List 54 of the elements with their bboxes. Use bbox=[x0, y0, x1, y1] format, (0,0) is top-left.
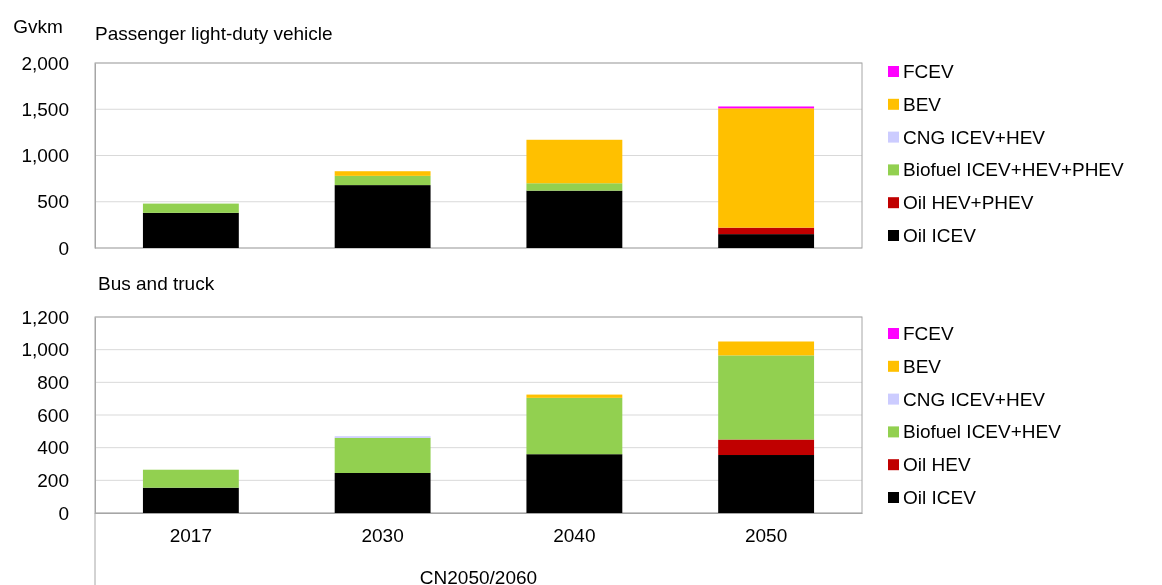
bar bbox=[526, 454, 623, 513]
y-tick-label: 500 bbox=[37, 191, 69, 213]
y-tick-label: 800 bbox=[37, 371, 69, 393]
legend-label: CNG ICEV+HEV bbox=[903, 126, 1046, 148]
bar bbox=[142, 212, 239, 248]
bar bbox=[718, 234, 815, 248]
x-axis-title: CN2050/2060 bbox=[419, 567, 538, 585]
legend-label: CNG ICEV+HEV bbox=[903, 388, 1046, 410]
bar bbox=[718, 108, 815, 228]
legend-label: FCEV bbox=[903, 61, 954, 82]
bar bbox=[718, 439, 815, 456]
legend-label: Oil ICEV bbox=[903, 225, 977, 246]
bar bbox=[526, 394, 623, 398]
legend-label: FCEV bbox=[903, 323, 954, 344]
bar bbox=[718, 355, 815, 440]
bar bbox=[334, 472, 431, 513]
y-tick-label: 1,000 bbox=[21, 145, 69, 167]
bar bbox=[718, 227, 815, 235]
bar bbox=[142, 487, 239, 513]
legend-label: BEV bbox=[903, 355, 942, 377]
bar bbox=[334, 437, 431, 473]
y-tick-label: 0 bbox=[58, 237, 69, 259]
y-axis-title: Gvkm bbox=[13, 16, 63, 37]
y-tick-label: 1,200 bbox=[21, 306, 69, 328]
legend-label: Oil HEV+PHEV bbox=[903, 192, 1034, 214]
legend-label: Oil ICEV bbox=[903, 487, 977, 508]
bar bbox=[334, 185, 431, 248]
bar bbox=[334, 171, 431, 176]
bar bbox=[526, 183, 623, 191]
y-tick-label: 400 bbox=[37, 437, 69, 459]
chart-title: Bus and truck bbox=[98, 273, 215, 294]
x-tick-label: 2030 bbox=[361, 525, 404, 547]
legend-label: Biofuel ICEV+HEV+PHEV bbox=[903, 159, 1125, 181]
y-tick-label: 2,000 bbox=[21, 52, 69, 74]
bar bbox=[142, 203, 239, 213]
y-tick-label: 0 bbox=[58, 502, 69, 524]
bar bbox=[334, 175, 431, 186]
bar bbox=[142, 469, 239, 488]
y-tick-label: 1,000 bbox=[21, 339, 69, 361]
bar bbox=[718, 455, 815, 513]
x-tick-label: 2050 bbox=[744, 525, 788, 547]
legend-label: Oil HEV bbox=[903, 454, 971, 476]
bar bbox=[718, 341, 815, 356]
y-tick-label: 200 bbox=[37, 469, 69, 491]
bar bbox=[526, 397, 623, 455]
y-tick-label: 1,500 bbox=[21, 98, 69, 120]
y-tick-label: 600 bbox=[37, 404, 69, 426]
legend-label: Biofuel ICEV+HEV bbox=[903, 421, 1062, 443]
x-tick-label: 2040 bbox=[553, 525, 596, 547]
x-tick-label: 2017 bbox=[169, 525, 213, 547]
legend-label: BEV bbox=[903, 93, 942, 115]
chart-title: Passenger light-duty vehicle bbox=[95, 23, 333, 44]
bar bbox=[526, 190, 623, 248]
bar bbox=[526, 139, 623, 184]
